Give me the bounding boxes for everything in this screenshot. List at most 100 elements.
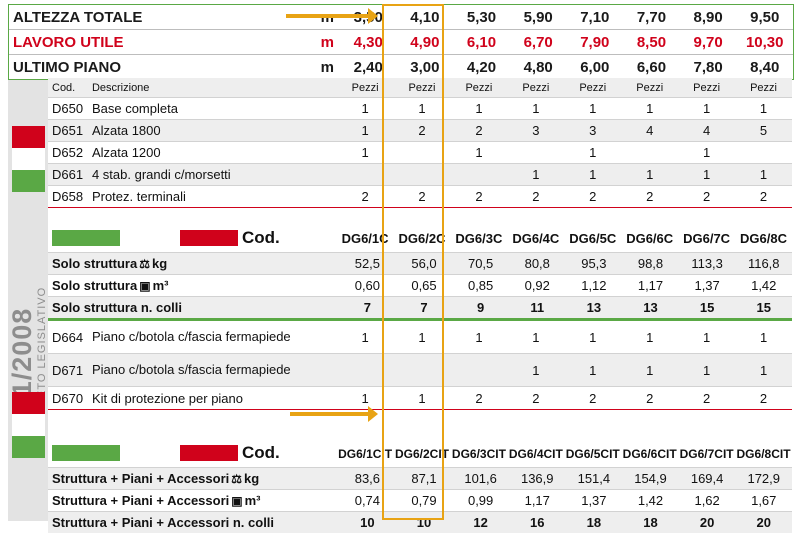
cell-value: 113,3 xyxy=(691,256,723,271)
cell-value: 13 xyxy=(643,300,658,315)
item-code: D650 xyxy=(52,101,84,116)
cell-value: 1 xyxy=(759,329,768,345)
cell-value: 1 xyxy=(589,101,597,116)
spec-label: ULTIMO PIANO xyxy=(13,58,122,76)
cod-header-row: Cod. DG6/1C DG6/2C DG6/3C DG6/4C DG6/5C … xyxy=(48,208,792,253)
column-header-pieces: Pezzi xyxy=(465,81,493,94)
red-legend-bar xyxy=(180,445,238,461)
cell-value: 2 xyxy=(646,390,654,406)
cell-value: 2 xyxy=(589,189,597,204)
cell-value: 1 xyxy=(532,362,540,378)
cell-value: 52,5 xyxy=(354,256,381,271)
table-row: Solo struttura n. colli 7 7 9 11 13 13 1… xyxy=(48,297,792,321)
cell-value: 2 xyxy=(703,390,711,406)
product-code: DG6/6C xyxy=(626,231,674,246)
cell-value: 1 xyxy=(589,145,597,160)
cell-value: 1 xyxy=(475,145,483,160)
structure-label-text: Solo struttura xyxy=(52,278,138,293)
cell-value: 2 xyxy=(532,189,540,204)
cell-value: 7 xyxy=(363,300,371,315)
cell-value: 0,65 xyxy=(411,278,437,293)
spec-value: 8,90 xyxy=(693,8,723,26)
table-row: Solo struttura ▣ m³ 0,60 0,65 0,85 0,92 1,… xyxy=(48,275,792,297)
cell-value: 3 xyxy=(589,123,597,138)
cell-value: 1 xyxy=(361,145,369,160)
product-code: DG6/5CIT xyxy=(565,447,620,461)
cell-value: 15 xyxy=(756,300,771,315)
cell-value: 95,3 xyxy=(581,256,607,271)
cell-value: 2 xyxy=(532,390,540,406)
cell-value: 1 xyxy=(361,123,369,138)
totals-unit: m³ xyxy=(244,493,261,508)
table-row: Struttura + Piani + Accessori n. colli 1… xyxy=(48,512,792,533)
spec-value: 4,10 xyxy=(410,8,440,26)
arrow-right-icon xyxy=(286,8,378,24)
cell-value: 1 xyxy=(703,167,711,182)
spec-value: 8,40 xyxy=(750,58,780,76)
structure-label: Solo struttura n. colli xyxy=(52,300,183,315)
cell-value: 0,79 xyxy=(411,493,437,508)
cell-value: 1 xyxy=(759,362,768,378)
item-code: D670 xyxy=(52,390,84,406)
totals-label: Struttura + Piani + Accessori ▣ m³ xyxy=(48,493,339,508)
spec-value: 6,70 xyxy=(523,33,553,51)
cod-header-label: Cod. xyxy=(48,210,337,250)
italian-flag-icon xyxy=(12,392,45,458)
spec-value: 7,10 xyxy=(580,8,610,26)
totals-label-text: Struttura + Piani + Accessori xyxy=(52,493,230,508)
cell-value: 1,37 xyxy=(581,493,607,508)
cell-value: 2 xyxy=(589,390,597,406)
cell-value: 1 xyxy=(589,329,597,345)
table-row: D651 Alzata 1800 1 2 2 3 3 4 4 5 xyxy=(48,120,792,142)
product-code: DG6/3C xyxy=(455,231,503,246)
column-header-pieces: Pezzi xyxy=(750,81,777,94)
structure-unit: kg xyxy=(152,256,168,271)
item-code: D652 xyxy=(52,145,84,160)
cell-value: 101,6 xyxy=(464,471,497,486)
product-code: DG6/4C xyxy=(512,231,560,246)
cell-value: 1,17 xyxy=(637,278,664,293)
item-code: D671 xyxy=(52,362,84,378)
arrow-right-icon xyxy=(290,406,378,422)
item-code: D658 xyxy=(52,189,84,204)
cell-value: 1 xyxy=(589,167,597,182)
spec-value: 7,90 xyxy=(580,33,610,51)
cell-value: 1,37 xyxy=(694,278,720,293)
cell-value: 1 xyxy=(703,101,711,116)
volume-icon: ▣ xyxy=(139,279,151,293)
cell-value: 1 xyxy=(475,101,483,116)
totals-label: Struttura + Piani + Accessori ⚖ kg xyxy=(48,471,339,486)
cell-value: 15 xyxy=(699,300,715,315)
product-code: DG6/6CIT xyxy=(622,447,677,461)
cell-value: 2 xyxy=(475,189,483,204)
cell-value: 1 xyxy=(759,101,768,116)
product-code: DG6/1CIT xyxy=(338,447,393,461)
cod-header-label: Cod. xyxy=(48,412,337,465)
italian-flag-icon xyxy=(12,126,45,192)
cell-value: 1 xyxy=(361,329,369,345)
table-row: D664 Piano c/botola c/fascia fermapiede … xyxy=(48,321,792,354)
spec-value: 9,70 xyxy=(693,33,723,51)
cell-value: 2 xyxy=(759,189,768,204)
cell-value: 4 xyxy=(646,123,654,138)
table-row: D661 4 stab. grandi c/morsetti 1 1 1 1 1 xyxy=(48,164,792,186)
cell-value: 1,17 xyxy=(524,493,550,508)
structure-label: Solo struttura ⚖ kg xyxy=(48,256,339,271)
cell-value: 1 xyxy=(646,167,654,182)
cell-value: 1 xyxy=(703,145,711,160)
cell-value: 2 xyxy=(646,189,654,204)
product-code: DG6/4CIT xyxy=(508,447,563,461)
spec-row-total-height: ALTEZZA TOTALE m 3,50 4,10 5,30 5,90 7,1… xyxy=(9,5,793,30)
item-description: 4 stab. grandi c/morsetti xyxy=(91,167,231,182)
cell-value: 1 xyxy=(418,390,426,406)
cell-value: 0,99 xyxy=(467,493,494,508)
cell-value: 2 xyxy=(703,189,711,204)
cell-value: 1 xyxy=(418,329,426,345)
totals-unit: kg xyxy=(244,471,260,486)
cell-value: 11 xyxy=(530,300,545,315)
cell-value: 1 xyxy=(361,390,369,406)
totals-label-text: Struttura + Piani + Accessori xyxy=(52,471,230,486)
product-code: DG6/1C xyxy=(341,231,389,246)
green-legend-bar xyxy=(52,445,120,461)
